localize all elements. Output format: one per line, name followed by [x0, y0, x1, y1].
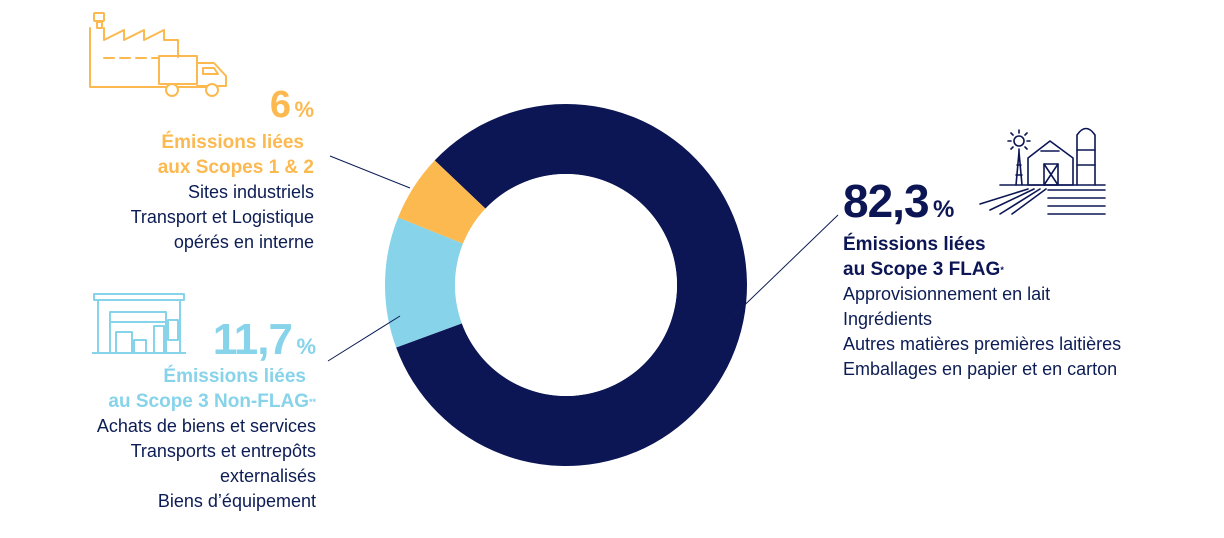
legend-scopes12: 6 % Émissions liées aux Scopes 1 & 2 Sit… [131, 86, 314, 255]
details-non-flag: Achats de biens et services Transports e… [97, 414, 316, 514]
percent-non-flag: 11,7 % [97, 318, 316, 362]
heading-scopes12: Émissions liées aux Scopes 1 & 2 [131, 130, 314, 180]
detail-item: Transport et Logistique [130, 207, 314, 227]
donut-hole [455, 174, 677, 396]
detail-item: Transports et entrepôts [130, 441, 316, 461]
connector-scopes12 [329, 155, 411, 189]
unit-flag: % [932, 196, 955, 223]
heading-line2: au Scope 3 FLAG* [843, 257, 1121, 282]
detail-item: externalisés [219, 466, 316, 486]
percent-flag: 82,3 % [843, 178, 1121, 224]
farm-icon [979, 127, 1106, 215]
heading-line1: Émissions liées [161, 132, 304, 153]
connector-non-flag [327, 315, 401, 362]
heading-line2: au Scope 3 Non-FLAG** [97, 389, 316, 414]
value-flag: 82,3 [843, 175, 930, 227]
factory-truck-icon [89, 12, 227, 97]
legend-non-flag: 11,7 % Émissions liées au Scope 3 Non-FL… [97, 318, 316, 514]
details-flag: Approvisionnement en lait Ingrédients Au… [843, 282, 1121, 382]
detail-item: Ingrédients [843, 309, 933, 329]
slice-non-flag [385, 217, 464, 348]
heading-line2: aux Scopes 1 & 2 [157, 157, 314, 178]
connector-flag [725, 214, 839, 324]
unit-scopes12: % [294, 97, 314, 122]
unit-non-flag: % [296, 334, 316, 359]
legend-flag: 82,3 % Émissions liées au Scope 3 FLAG* … [843, 178, 1121, 382]
warehouse-icon [92, 293, 186, 354]
detail-item: Emballages en papier et en carton [843, 359, 1118, 379]
percent-scopes12: 6 % [131, 86, 314, 124]
slice-scopes12 [398, 160, 486, 244]
heading-line2-text: au Scope 3 FLAG [843, 259, 1001, 280]
heading-flag: Émissions liées au Scope 3 FLAG* [843, 232, 1121, 282]
heading-non-flag: Émissions liées au Scope 3 Non-FLAG** [97, 364, 316, 414]
detail-item: Approvisionnement en lait [843, 284, 1051, 304]
heading-line1: Émissions liées [163, 366, 306, 387]
detail-item: Autres matières premières laitières [843, 334, 1122, 354]
value-non-flag: 11,7 [212, 315, 293, 364]
heading-line1: Émissions liées [843, 234, 986, 255]
detail-item: opérés en interne [173, 232, 314, 252]
detail-item: Biens d’équipement [157, 491, 316, 511]
slice-flag [396, 104, 747, 467]
detail-item: Achats de biens et services [96, 416, 316, 436]
heading-line2-text: au Scope 3 Non-FLAG [108, 391, 309, 412]
footnote-mark: ** [308, 397, 316, 407]
detail-item: Sites industriels [187, 182, 314, 202]
footnote-mark: * [1000, 265, 1004, 275]
value-scopes12: 6 [269, 84, 291, 126]
details-scopes12: Sites industriels Transport et Logistiqu… [131, 180, 314, 255]
donut-ring [385, 104, 747, 467]
